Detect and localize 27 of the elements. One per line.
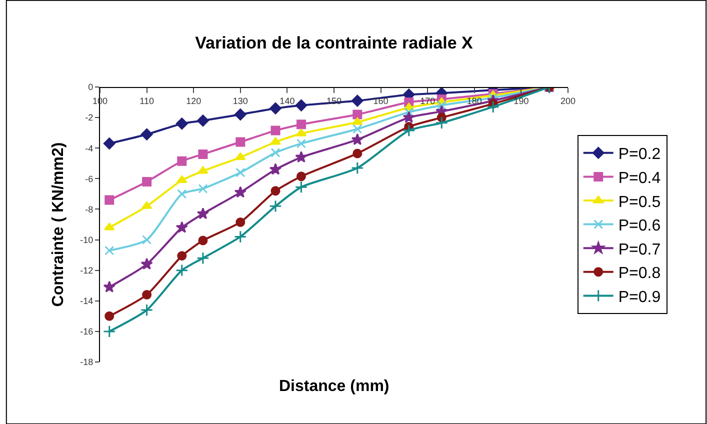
legend-label: P=0.6	[618, 218, 661, 235]
legend-label: P=0.2	[618, 146, 661, 164]
x-axis-title: Distance (mm)	[279, 378, 390, 395]
y-tick-label: -10	[80, 234, 94, 245]
y-tick-label: -18	[80, 357, 94, 368]
y-tick-label: -2	[85, 112, 94, 123]
legend-label: P=0.9	[618, 288, 661, 306]
y-tick-label: -16	[80, 326, 94, 337]
y-tick-label: -8	[85, 204, 94, 214]
legend-label: P=0.4	[618, 170, 661, 187]
legend-label: P=0.7	[618, 241, 661, 258]
y-tick-label: -4	[85, 143, 94, 154]
y-tick-label: -14	[80, 296, 94, 306]
y-axis-title: Contrainte ( KN/mm2)	[50, 142, 68, 307]
x-tick-label: 120	[186, 96, 202, 106]
y-tick-label: 0	[88, 82, 94, 92]
chart-title: Variation de la contrainte radiale X	[195, 33, 474, 52]
x-tick-label: 130	[232, 96, 248, 106]
x-tick-label: 160	[373, 96, 388, 106]
x-tick-label: 140	[280, 96, 295, 106]
x-tick-label: 200	[560, 96, 576, 106]
x-tick-label: 110	[140, 96, 154, 106]
legend-label: P=0.5	[618, 194, 661, 211]
y-tick-label: -6	[85, 174, 94, 184]
x-tick-label: 190	[514, 96, 529, 106]
legend-label: P=0.8	[618, 265, 661, 282]
y-tick-label: -12	[80, 265, 94, 276]
